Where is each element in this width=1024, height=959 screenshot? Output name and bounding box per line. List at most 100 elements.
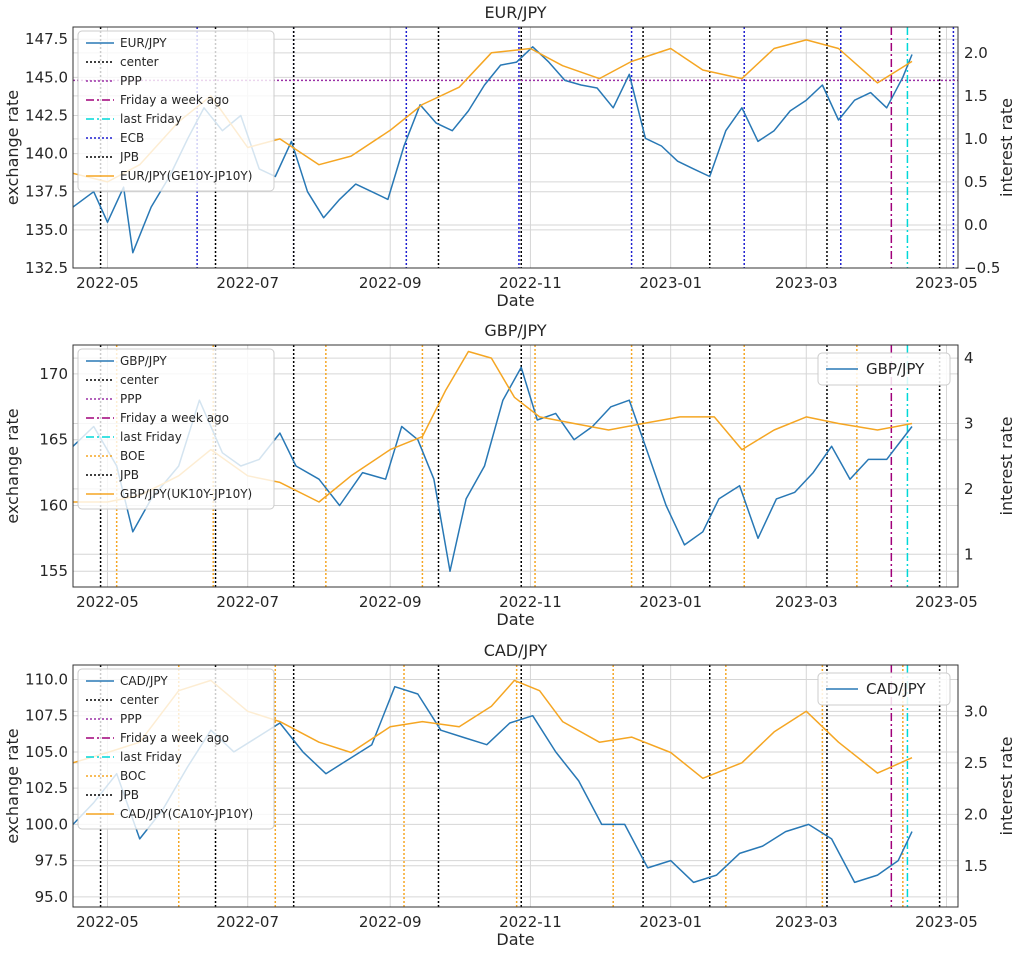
y2-tick-label: 3 [964, 414, 974, 432]
x-tick-label: 2022-05 [76, 593, 139, 611]
x-tick-label: 2023-01 [639, 274, 702, 292]
x-tick-label: 2022-05 [76, 274, 139, 292]
x-tick-label: 2022-09 [359, 913, 422, 931]
y-axis-label: exchange rate [3, 728, 22, 843]
y-tick-label: 110.0 [25, 670, 68, 688]
legend-label: GBP/JPY [120, 354, 167, 368]
legend-right: GBP/JPY [817, 352, 951, 386]
legend-label: BOE [120, 449, 145, 463]
y2-tick-label: 2 [964, 480, 974, 498]
y2-tick-label: 3.0 [964, 702, 988, 720]
legend-label: EUR/JPY [120, 36, 167, 50]
y-tick-label: 135.0 [25, 221, 68, 239]
chart-title: GBP/JPY [484, 321, 546, 340]
legend: CAD/JPY center PPP Friday a week ago last Fr… [77, 668, 275, 830]
plot-area [73, 27, 958, 268]
y-axis-label: exchange rate [3, 408, 22, 523]
y2-tick-label: 2.0 [964, 805, 988, 823]
x-tick-label: 2022-11 [499, 913, 562, 931]
y-tick-label: 137.5 [25, 183, 68, 201]
legend-box [77, 348, 275, 510]
y2-tick-label: 0.0 [964, 216, 988, 234]
legend-right-label: CAD/JPY [866, 680, 926, 698]
legend-right: CAD/JPY [817, 672, 951, 706]
legend-label: BOC [120, 769, 146, 783]
legend-right-label: GBP/JPY [866, 360, 925, 378]
y-tick-label: 100.0 [25, 815, 68, 833]
x-axis-label: Date [496, 291, 534, 310]
y-tick-label: 145.0 [25, 68, 68, 86]
y2-tick-label: 1 [964, 545, 974, 563]
legend-label: CAD/JPY(CA10Y-JP10Y) [120, 807, 253, 821]
x-axis-label: Date [496, 610, 534, 629]
legend-label: JPB [119, 788, 139, 802]
y2-axis-label: interest rate [997, 417, 1016, 516]
plot-frame [72, 344, 959, 588]
legend-label: JPB [119, 150, 139, 164]
plot-frame [72, 664, 959, 908]
chart-panel-2: 2022-05 2022-07 2022-09 2022-11 2023-01 2023-… [3, 321, 1016, 629]
legend-label: last Friday [120, 430, 182, 444]
plot-frame [72, 26, 959, 269]
legend-label: JPB [119, 468, 139, 482]
y2-tick-label: 4 [964, 349, 974, 367]
legend-label: GBP/JPY(UK10Y-JP10Y) [120, 487, 252, 501]
y2-tick-label: 2.5 [964, 754, 988, 772]
x-tick-label: 2023-03 [775, 274, 838, 292]
y-tick-label: 147.5 [25, 30, 68, 48]
x-tick-label: 2023-01 [639, 593, 702, 611]
legend-label: last Friday [120, 750, 182, 764]
legend-label: center [120, 55, 159, 69]
legend-label: CAD/JPY [120, 674, 168, 688]
y2-tick-label: 1.0 [964, 130, 988, 148]
x-tick-label: 2022-09 [359, 593, 422, 611]
legend-label: PPP [120, 74, 142, 88]
legend-label: PPP [120, 712, 142, 726]
y-axis-label: exchange rate [3, 90, 22, 205]
y2-tick-label: 1.5 [964, 87, 988, 105]
x-tick-label: 2023-05 [915, 913, 978, 931]
legend-label: EUR/JPY(GE10Y-JP10Y) [120, 169, 252, 183]
y2-tick-label: 2.0 [964, 44, 988, 62]
y-tick-label: 95.0 [35, 888, 68, 906]
y2-tick-label: 0.5 [964, 173, 988, 191]
x-tick-label: 2023-03 [775, 593, 838, 611]
y-tick-label: 170 [39, 365, 68, 383]
legend-label: center [120, 373, 159, 387]
x-tick-label: 2023-03 [775, 913, 838, 931]
legend-label: ECB [120, 131, 144, 145]
x-axis-label: Date [496, 930, 534, 949]
y-tick-label: 160 [39, 496, 68, 514]
x-tick-label: 2022-07 [216, 913, 279, 931]
x-tick-label: 2022-09 [359, 274, 422, 292]
chart-title: EUR/JPY [484, 3, 546, 22]
x-tick-label: 2023-05 [915, 274, 978, 292]
legend-box [77, 668, 275, 830]
legend-label: Friday a week ago [120, 93, 229, 107]
legend-label: Friday a week ago [120, 731, 229, 745]
y-tick-label: 107.5 [25, 707, 68, 725]
legend: EUR/JPY center PPP Friday a week ago last Fr… [77, 30, 275, 192]
x-tick-label: 2022-05 [76, 913, 139, 931]
legend-right-box [817, 352, 951, 386]
legend-label: Friday a week ago [120, 411, 229, 425]
legend-box [77, 30, 275, 192]
chart-panel-1: 2022-05 2022-07 2022-09 2022-11 2023-01 2023-… [3, 3, 1016, 310]
x-tick-label: 2023-01 [639, 913, 702, 931]
x-tick-label: 2023-05 [915, 593, 978, 611]
chart-panel-3: 2022-05 2022-07 2022-09 2022-11 2023-01 2023-… [3, 641, 1016, 949]
y-tick-label: 165 [39, 431, 68, 449]
x-tick-label: 2022-07 [216, 274, 279, 292]
legend-right-box [817, 672, 951, 706]
y-tick-label: 142.5 [25, 106, 68, 124]
y2-tick-label: 1.5 [964, 857, 988, 875]
x-tick-label: 2022-11 [499, 274, 562, 292]
legend: GBP/JPY center PPP Friday a week ago last Fr… [77, 348, 275, 510]
legend-label: last Friday [120, 112, 182, 126]
y2-tick-label: −0.5 [964, 259, 1000, 277]
y-tick-label: 97.5 [35, 852, 68, 870]
x-tick-label: 2022-11 [499, 593, 562, 611]
y2-axis-label: interest rate [997, 737, 1016, 836]
y-tick-label: 102.5 [25, 779, 68, 797]
